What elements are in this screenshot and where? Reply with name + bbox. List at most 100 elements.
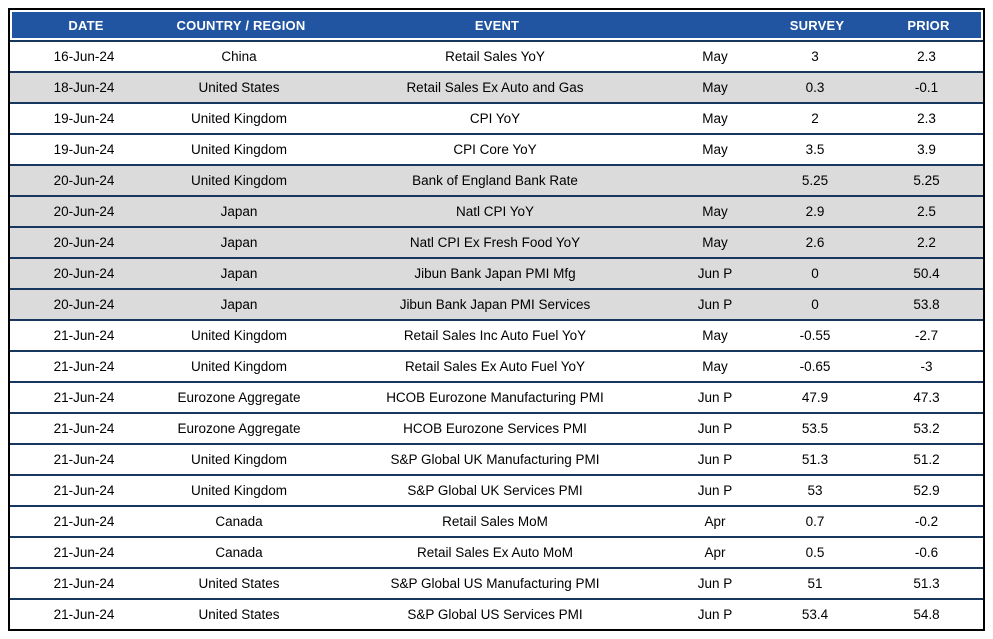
table-row: 16-Jun-24 China Retail Sales YoY May 3 2… <box>10 40 983 71</box>
cell-country: Eurozone Aggregate <box>177 390 301 405</box>
cell-country: United Kingdom <box>190 173 288 188</box>
cell-period: Apr <box>704 545 726 560</box>
cell-survey: 2.9 <box>805 204 825 219</box>
header-survey: SURVEY <box>789 17 845 33</box>
cell-date: 20-Jun-24 <box>53 266 115 281</box>
cell-country: Japan <box>220 204 258 219</box>
cell-date: 21-Jun-24 <box>53 607 115 622</box>
table-row: 21-Jun-24 Eurozone Aggregate HCOB Eurozo… <box>10 412 983 443</box>
cell-survey: 0.5 <box>805 545 825 560</box>
cell-date: 21-Jun-24 <box>53 328 115 343</box>
table-row: 21-Jun-24 United States S&P Global US Ma… <box>10 567 983 598</box>
cell-event: Retail Sales MoM <box>442 514 548 529</box>
cell-period: Jun P <box>697 607 733 622</box>
table-row: 18-Jun-24 United States Retail Sales Ex … <box>10 71 983 102</box>
cell-prior: 47.3 <box>913 390 940 405</box>
cell-prior: 53.8 <box>913 297 940 312</box>
cell-date: 18-Jun-24 <box>53 80 115 95</box>
cell-prior: 51.3 <box>913 576 940 591</box>
cell-period: Jun P <box>697 483 733 498</box>
table-row: 20-Jun-24 Japan Natl CPI Ex Fresh Food Y… <box>10 226 983 257</box>
cell-survey: 5.25 <box>801 173 829 188</box>
table-row: 21-Jun-24 United Kingdom S&P Global UK S… <box>10 474 983 505</box>
cell-country: Japan <box>220 266 258 281</box>
cell-event: S&P Global US Services PMI <box>407 607 583 622</box>
cell-event: Natl CPI YoY <box>455 204 535 219</box>
cell-date: 21-Jun-24 <box>53 576 115 591</box>
header-event: EVENT <box>474 17 520 33</box>
cell-prior: 2.3 <box>917 49 936 64</box>
cell-date: 21-Jun-24 <box>53 421 115 436</box>
cell-country: United States <box>198 80 280 95</box>
table-header-row: DATE COUNTRY / REGION EVENT SURVEY PRIOR <box>10 10 983 40</box>
table-row: 21-Jun-24 United Kingdom Retail Sales In… <box>10 319 983 350</box>
cell-country: United States <box>198 576 280 591</box>
cell-prior: 52.9 <box>913 483 940 498</box>
table-row: 21-Jun-24 Eurozone Aggregate HCOB Eurozo… <box>10 381 983 412</box>
cell-country: Japan <box>220 235 258 250</box>
cell-date: 21-Jun-24 <box>53 514 115 529</box>
table-row: 21-Jun-24 Canada Retail Sales Ex Auto Mo… <box>10 536 983 567</box>
cell-prior: 53.2 <box>913 421 940 436</box>
cell-survey: 0.7 <box>805 514 825 529</box>
cell-prior: -0.6 <box>914 545 939 560</box>
cell-period: May <box>702 80 728 95</box>
cell-prior: 2.2 <box>917 235 936 250</box>
cell-date: 20-Jun-24 <box>53 173 115 188</box>
cell-country: United Kingdom <box>190 452 288 467</box>
cell-period: May <box>702 235 728 250</box>
cell-date: 21-Jun-24 <box>53 359 115 374</box>
cell-period: Apr <box>704 514 726 529</box>
cell-date: 21-Jun-24 <box>53 390 115 405</box>
cell-prior: -3 <box>920 359 933 374</box>
cell-country: Canada <box>215 545 263 560</box>
cell-event: Retail Sales Ex Auto Fuel YoY <box>404 359 586 374</box>
cell-event: Jibun Bank Japan PMI Mfg <box>414 266 576 281</box>
cell-prior: 3.9 <box>917 142 936 157</box>
cell-period: Jun P <box>697 297 733 312</box>
cell-survey: 0.3 <box>805 80 825 95</box>
table-row: 20-Jun-24 Japan Jibun Bank Japan PMI Mfg… <box>10 257 983 288</box>
cell-prior: 50.4 <box>913 266 940 281</box>
header-country-region: COUNTRY / REGION <box>176 17 306 33</box>
table-row: 21-Jun-24 Canada Retail Sales MoM Apr 0.… <box>10 505 983 536</box>
cell-country: United Kingdom <box>190 328 288 343</box>
cell-period: May <box>702 359 728 374</box>
cell-date: 19-Jun-24 <box>53 142 115 157</box>
cell-date: 16-Jun-24 <box>53 49 115 64</box>
economic-calendar-table: DATE COUNTRY / REGION EVENT SURVEY PRIOR… <box>8 8 985 631</box>
cell-event: CPI Core YoY <box>453 142 537 157</box>
cell-event: Jibun Bank Japan PMI Services <box>399 297 591 312</box>
header-period <box>672 12 762 38</box>
cell-event: Retail Sales Ex Auto and Gas <box>406 80 584 95</box>
cell-event: CPI YoY <box>469 111 521 126</box>
cell-survey: 51.3 <box>801 452 829 467</box>
table-row: 21-Jun-24 United States S&P Global US Se… <box>10 598 983 629</box>
table-row: 20-Jun-24 Japan Jibun Bank Japan PMI Ser… <box>10 288 983 319</box>
cell-country: United Kingdom <box>190 359 288 374</box>
cell-survey: 51 <box>807 576 823 591</box>
cell-period: Jun P <box>697 421 733 436</box>
cell-survey: 3.5 <box>805 142 825 157</box>
cell-survey: 3 <box>811 49 819 64</box>
cell-period: Jun P <box>697 576 733 591</box>
cell-survey: 53 <box>807 483 823 498</box>
cell-event: Bank of England Bank Rate <box>412 173 578 188</box>
cell-survey: 0 <box>811 297 819 312</box>
cell-country: China <box>221 49 257 64</box>
cell-country: United Kingdom <box>190 142 288 157</box>
cell-event: Retail Sales Ex Auto MoM <box>416 545 574 560</box>
cell-period: Jun P <box>697 390 733 405</box>
cell-event: Retail Sales Inc Auto Fuel YoY <box>403 328 587 343</box>
cell-period <box>670 166 760 195</box>
cell-survey: 53.4 <box>801 607 829 622</box>
cell-period: Jun P <box>697 452 733 467</box>
cell-period: Jun P <box>697 266 733 281</box>
table-body: 16-Jun-24 China Retail Sales YoY May 3 2… <box>10 40 983 629</box>
cell-prior: -0.2 <box>914 514 939 529</box>
cell-period: May <box>702 204 728 219</box>
table-row: 20-Jun-24 United Kingdom Bank of England… <box>10 164 983 195</box>
cell-date: 21-Jun-24 <box>53 545 115 560</box>
cell-event: HCOB Eurozone Manufacturing PMI <box>386 390 604 405</box>
cell-date: 19-Jun-24 <box>53 111 115 126</box>
